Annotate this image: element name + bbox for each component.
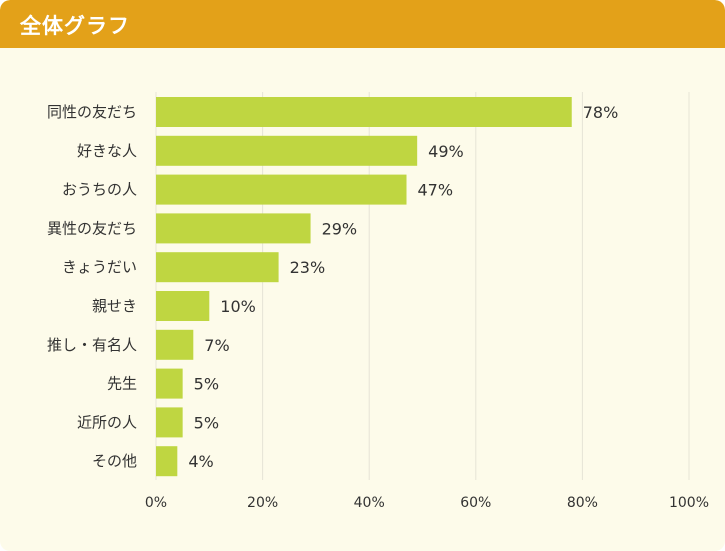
x-tick-label: 40%	[354, 495, 385, 511]
data-label: 7%	[204, 336, 229, 355]
bar	[156, 368, 183, 399]
bar	[156, 213, 311, 244]
bar	[156, 291, 210, 321]
data-label: 49%	[428, 142, 464, 161]
category-label: 親せき	[92, 297, 137, 315]
bar	[156, 252, 279, 283]
bar	[156, 407, 183, 438]
data-label: 5%	[194, 413, 219, 432]
data-label: 23%	[290, 258, 326, 277]
data-label: 78%	[583, 103, 619, 122]
category-label: 異性の友だち	[47, 219, 137, 237]
x-tick-label: 0%	[145, 495, 167, 511]
data-label: 29%	[322, 219, 358, 238]
x-tick-label: 20%	[247, 495, 278, 511]
x-tick-label: 60%	[460, 495, 491, 511]
page-title: 全体グラフ	[20, 14, 130, 38]
bar	[156, 135, 418, 166]
bar	[156, 97, 572, 127]
x-tick-label: 80%	[567, 495, 598, 511]
category-label: きょうだい	[62, 258, 137, 276]
data-label: 47%	[418, 181, 454, 200]
x-tick-label: 100%	[669, 495, 709, 511]
data-label: 5%	[194, 375, 219, 394]
header-bar: 全体グラフ	[0, 0, 725, 48]
category-label: おうちの人	[62, 181, 137, 199]
category-label: 好きな人	[77, 142, 137, 160]
data-label: 4%	[188, 452, 213, 471]
data-label: 10%	[220, 297, 256, 316]
category-label: 近所の人	[77, 413, 137, 431]
category-label: 先生	[107, 375, 137, 393]
bar	[156, 329, 194, 360]
category-label: 同性の友だち	[47, 103, 137, 121]
bar	[156, 446, 178, 477]
category-label: 推し・有名人	[47, 336, 137, 354]
bar	[156, 174, 407, 205]
category-label: その他	[92, 452, 137, 470]
